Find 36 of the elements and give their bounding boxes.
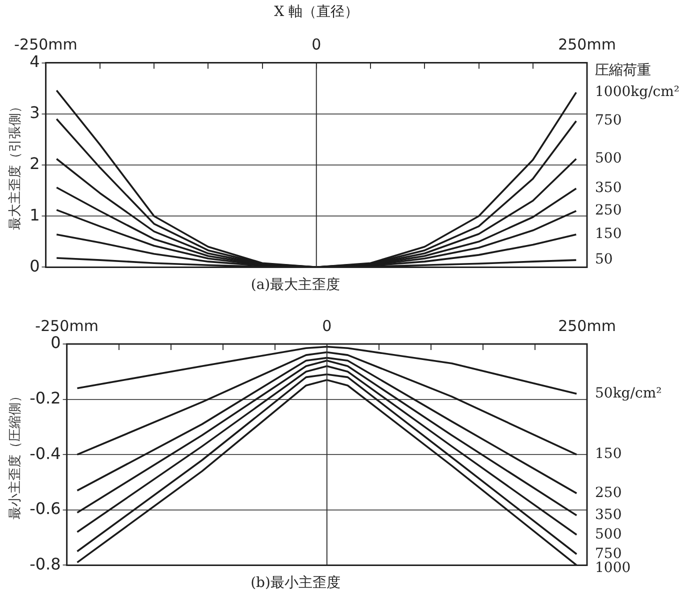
y-tick-label: -0.4 — [30, 444, 61, 463]
series-label: 750 — [595, 112, 622, 129]
x-tick-label: 250mm — [558, 36, 616, 54]
series-label: 500 — [595, 150, 622, 167]
text: (a)最大主歪度 — [250, 277, 340, 294]
x-tick-label: 250mm — [558, 316, 616, 335]
text: (b)最小主歪度 — [250, 575, 340, 592]
series-label: 350 — [595, 507, 622, 524]
x-tick-label: -250mm — [14, 36, 78, 54]
series-label: 500 — [595, 526, 622, 542]
y-tick-label: 3 — [30, 103, 40, 122]
series-label: 1000kg/cm² — [595, 84, 680, 100]
y-tick-label: -0.2 — [30, 388, 61, 408]
series-label: 50kg/cm² — [595, 385, 662, 402]
y-tick-label: 4 — [30, 52, 40, 71]
series-label: 150 — [595, 446, 622, 462]
y-tick-label: 2 — [30, 154, 40, 174]
y-tick-label: 0 — [30, 256, 40, 276]
x-tick-label: 0 — [312, 36, 322, 54]
y-tick-label: 1 — [30, 205, 40, 224]
series-label: 350 — [595, 180, 622, 196]
y-tick-label: -0.8 — [30, 554, 61, 574]
y-tick-label: 0 — [50, 333, 61, 352]
series-label: 150 — [595, 226, 622, 242]
series-label: 1000 — [595, 560, 631, 576]
series-label: 50 — [595, 252, 613, 268]
x-axis-title: X 軸（直径） — [274, 4, 359, 20]
x-tick-label: -250mm — [35, 316, 98, 335]
series-label: 750 — [595, 546, 622, 562]
series-label: 250 — [595, 484, 622, 501]
y-axis-title: 最大主歪度（引張側） — [7, 100, 24, 230]
legend-title: 圧縮荷重 — [595, 62, 651, 78]
y-tick-label: -0.6 — [30, 499, 61, 518]
series-label: 250 — [595, 202, 622, 219]
y-axis-title: 最小主歪度（圧縮側） — [7, 390, 24, 520]
x-tick-label: 0 — [322, 316, 332, 335]
